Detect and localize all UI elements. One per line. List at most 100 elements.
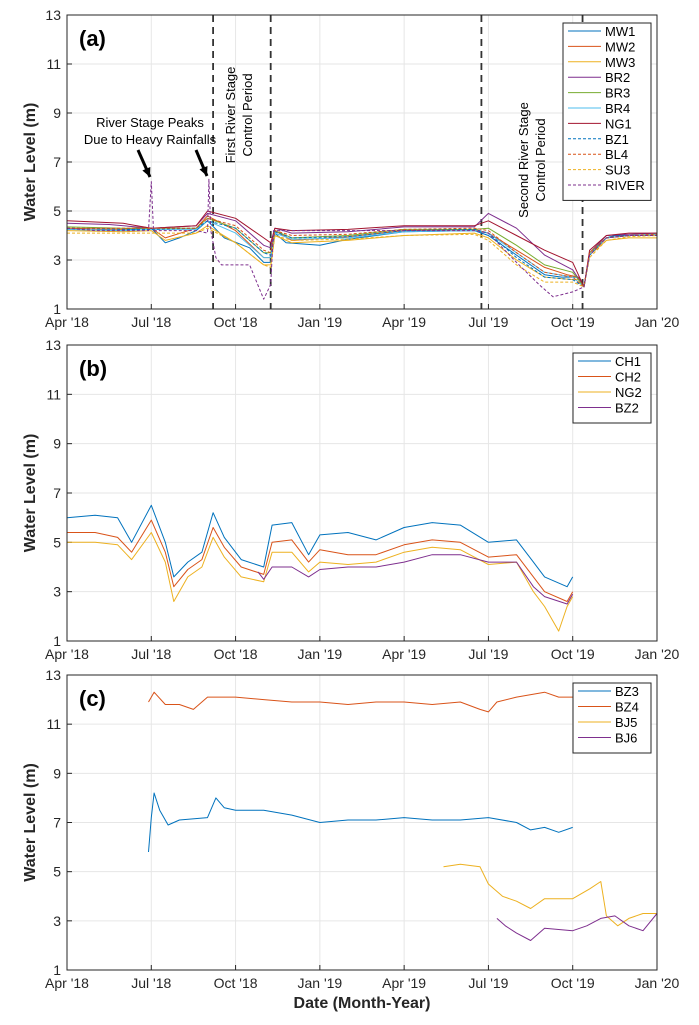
y-tick-label: 3: [53, 584, 61, 600]
legend-label: BJ6: [615, 731, 637, 746]
x-tick-label: Jul '18: [131, 314, 171, 330]
y-tick-label: 9: [53, 436, 61, 452]
annotation-text: Due to Heavy Rainfalls: [84, 132, 217, 147]
y-tick-label: 7: [53, 154, 61, 170]
y-tick-label: 13: [45, 667, 61, 683]
x-tick-label: Jul '19: [468, 975, 508, 991]
y-tick-label: 5: [53, 864, 61, 880]
legend-label: CH1: [615, 354, 641, 369]
x-tick-label: Oct '18: [214, 646, 258, 662]
legend-label: BR4: [605, 101, 630, 116]
legend-label: BZ4: [615, 700, 639, 715]
series-line-bj6: [496, 913, 658, 941]
panel-label: (b): [79, 356, 107, 381]
annotation-text: Control Period: [240, 73, 255, 156]
legend-label: BZ3: [615, 684, 639, 699]
x-tick-label: Jan '19: [297, 646, 342, 662]
panel-1: Apr '18 Jul '18 Oct '18 Jan '19 Apr '19 Jul '…: [22, 7, 680, 330]
x-axis-label: Date (Month-Year): [294, 995, 431, 1012]
y-tick-label: 3: [53, 913, 61, 929]
x-tick-label: Jul '19: [468, 646, 508, 662]
x-tick-label: Oct '19: [551, 975, 595, 991]
series-line-bz3: [148, 792, 573, 853]
legend-label: NG2: [615, 385, 642, 400]
panel-3: Apr '18 Jul '18 Oct '18 Jan '19 Apr '19 Jul '…: [22, 667, 680, 1012]
x-tick-label: Jul '18: [131, 646, 171, 662]
legend-label: BJ5: [615, 715, 637, 730]
legend-label: NG1: [605, 116, 632, 131]
y-axis-label: Water Level (m): [22, 103, 39, 222]
legend-label: BZ1: [605, 132, 629, 147]
legend-label: RIVER: [605, 178, 645, 193]
legend-box: [562, 22, 652, 201]
panel-label: (c): [79, 686, 106, 711]
y-tick-label: 11: [46, 56, 61, 72]
y-tick-label: 5: [53, 203, 61, 219]
x-tick-label: Apr '18: [45, 314, 89, 330]
y-tick-label: 9: [53, 105, 61, 121]
series-line-bz2: [257, 554, 574, 605]
arrow-head: [142, 167, 151, 177]
x-tick-label: Apr '19: [382, 646, 426, 662]
series-line-ch2: [67, 519, 574, 602]
legend-label: CH2: [615, 370, 641, 385]
y-tick-label: 5: [53, 534, 61, 550]
annotation-text: River Stage Peaks: [96, 115, 204, 130]
series-line-ch1: [66, 504, 574, 588]
legend-label: MW2: [605, 39, 635, 54]
y-tick-label: 7: [53, 815, 61, 831]
annotation-text: Second River Stage: [516, 102, 531, 218]
x-tick-label: Jan '20: [635, 975, 680, 991]
y-tick-label: 7: [53, 485, 61, 501]
axes-frame: [66, 344, 658, 642]
x-tick-label: Jan '19: [297, 975, 342, 991]
series-line-bz1: [66, 220, 657, 288]
arrow-head: [199, 166, 208, 176]
y-tick-label: 13: [45, 337, 61, 353]
x-tick-label: Jan '19: [297, 314, 342, 330]
y-axis-label: Water Level (m): [22, 434, 39, 553]
x-tick-label: Apr '18: [45, 646, 89, 662]
x-tick-label: Jan '20: [635, 646, 680, 662]
legend-label: BL4: [605, 147, 628, 162]
y-tick-label: 3: [53, 252, 61, 268]
y-tick-label: 9: [53, 765, 61, 781]
y-tick-label: 1: [53, 962, 61, 978]
legend-label: MW3: [605, 55, 635, 70]
x-tick-label: Apr '19: [382, 314, 426, 330]
y-tick-label: 1: [53, 633, 61, 649]
x-tick-label: Oct '19: [551, 646, 595, 662]
panel-label: (a): [79, 26, 106, 51]
y-tick-label: 13: [45, 7, 61, 23]
x-tick-label: Jan '20: [635, 314, 680, 330]
legend-label: BR2: [605, 70, 630, 85]
x-tick-label: Oct '18: [214, 975, 258, 991]
x-tick-label: Apr '18: [45, 975, 89, 991]
x-tick-label: Apr '19: [382, 975, 426, 991]
series-line-ng2: [67, 532, 574, 632]
x-tick-label: Oct '18: [214, 314, 258, 330]
legend-box: [572, 682, 652, 754]
x-tick-label: Jul '19: [468, 314, 508, 330]
series-line-su3: [67, 227, 658, 288]
annotation-text: First River Stage: [223, 67, 238, 164]
y-tick-label: 11: [46, 716, 61, 732]
y-tick-label: 11: [46, 386, 61, 402]
y-tick-label: 1: [53, 301, 61, 317]
x-tick-label: Jul '18: [131, 975, 171, 991]
annotation-text: Control Period: [533, 118, 548, 201]
legend-label: MW1: [605, 24, 635, 39]
legend-label: BR3: [605, 86, 630, 101]
legend-label: BZ2: [615, 401, 639, 416]
axes-frame: [66, 674, 658, 971]
legend-label: SU3: [605, 163, 630, 178]
y-axis-label: Water Level (m): [22, 763, 39, 882]
series-line-bz4: [148, 691, 573, 713]
panel-2: Apr '18 Jul '18 Oct '18 Jan '19 Apr '19 Jul '…: [22, 337, 680, 662]
x-tick-label: Oct '19: [551, 314, 595, 330]
series-line-river: [66, 178, 657, 300]
axes-frame: [66, 14, 658, 310]
legend-box: [572, 352, 652, 424]
